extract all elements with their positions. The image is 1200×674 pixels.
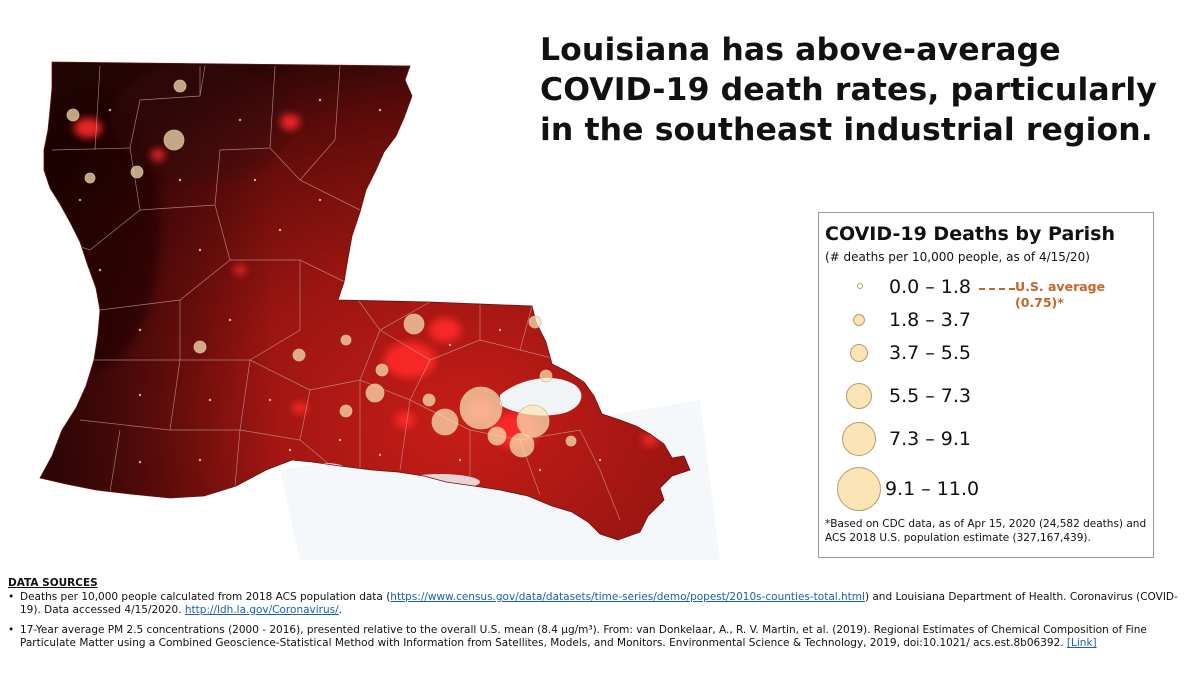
us-average-dash [979,288,1015,290]
legend-row: 9.1 – 11.0 [819,467,1155,511]
parish-bubble [422,393,436,407]
parish-bubble [459,386,503,430]
us-average-label: U.S. average (0.75)* [1015,279,1106,310]
data-sources: DATA SOURCES • Deaths per 10,000 people c… [8,577,1188,650]
parish-bubble [528,315,542,329]
source-1-text-a: Deaths per 10,000 people calculated from… [20,591,391,603]
legend-title: COVID-19 Deaths by Parish [825,223,1115,245]
legend-dot-3 [850,344,868,362]
legend-dot-2 [853,314,865,326]
parish-bubble [487,426,507,446]
parish-bubble [509,432,535,458]
legend: COVID-19 Deaths by Parish (# deaths per … [818,212,1154,558]
legend-range-2: 1.8 – 3.7 [889,309,972,331]
parish-bubble [130,165,144,179]
parish-bubble [193,340,207,354]
pm25-paper-link[interactable]: [Link] [1066,637,1097,649]
parish-bubble [516,404,550,438]
parish-bubble [66,108,80,122]
legend-range-3: 3.7 – 5.5 [889,342,972,364]
legend-range-5: 7.3 – 9.1 [889,428,972,450]
legend-subtitle: (# deaths per 10,000 people, as of 4/15/… [825,250,1090,264]
parish-bubble [365,383,385,403]
census-link[interactable]: https://www.census.gov/data/datasets/tim… [390,591,865,603]
legend-dot-1 [857,283,863,289]
legend-range-4: 5.5 – 7.3 [889,385,972,407]
parish-bubble [292,348,306,362]
legend-range-1: 0.0 – 1.8 [889,276,972,298]
legend-row: 3.7 – 5.5 [819,333,1155,373]
source-1-text-c: . [338,604,342,616]
parish-bubble [173,79,187,93]
source-item-2: • 17-Year average PM 2.5 concentrations (… [8,624,1188,650]
legend-footnote: *Based on CDC data, as of Apr 15, 2020 (… [825,518,1147,544]
ldh-link[interactable]: http://ldh.la.gov/Coronavirus/ [184,604,339,616]
legend-dot-4 [846,383,872,409]
bullet-icon: • [8,591,15,603]
parish-bubble [565,435,577,447]
bullet-icon: • [8,624,15,636]
parish-bubble [539,369,553,383]
parish-bubble [163,129,185,151]
legend-dot-5 [842,422,876,456]
sources-heading: DATA SOURCES [8,577,98,589]
parish-bubble [339,404,353,418]
pm25-raster [40,62,690,540]
parish-bubble [375,363,389,377]
legend-row: 0.0 – 1.8 [819,271,1155,311]
legend-row: 7.3 – 9.1 [819,418,1155,458]
legend-range-6: 9.1 – 11.0 [885,478,980,500]
headline: Louisiana has above-average COVID-19 dea… [540,32,1157,148]
legend-dot-6 [837,467,881,511]
parish-bubble [84,172,96,184]
source-item-1: • Deaths per 10,000 people calculated fro… [8,591,1188,617]
source-1-text-b: ) and Louisiana Department of Health. Co… [20,591,1178,616]
parish-bubble [431,408,459,436]
legend-row: 5.5 – 7.3 [819,375,1155,415]
parish-bubbles [66,79,577,458]
legend-row: 1.8 – 3.7 [819,301,1155,341]
parish-bubble [403,313,425,335]
parish-bubble [340,334,352,346]
source-2-text: 17-Year average PM 2.5 concentrations (2… [20,624,1147,649]
